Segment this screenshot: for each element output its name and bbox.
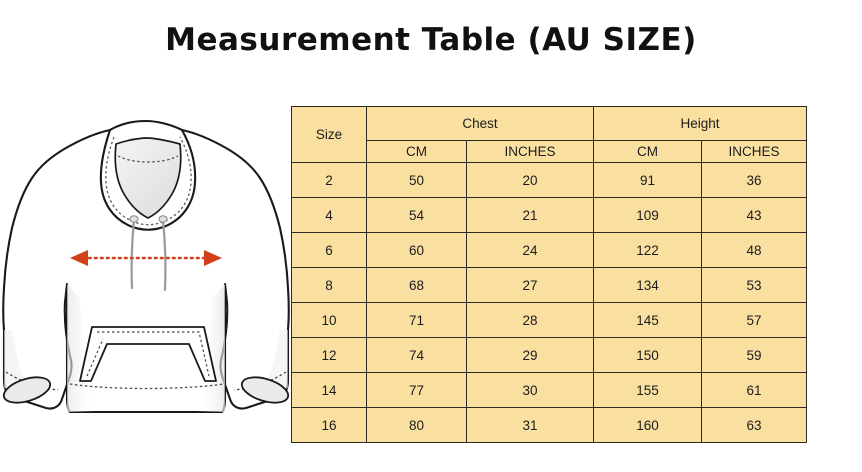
cell-height-inches: 43	[701, 197, 807, 233]
column-header-chest-cm: CM	[366, 140, 467, 163]
cell-height-cm: 122	[593, 232, 702, 268]
cell-height-inches: 48	[701, 232, 807, 268]
cell-chest-cm: 74	[366, 337, 467, 373]
table-row: 10 71 28 145 57	[291, 302, 807, 338]
cell-size: 14	[291, 372, 367, 408]
cell-chest-cm: 71	[366, 302, 467, 338]
cell-chest-inches: 30	[466, 372, 594, 408]
table-row: 16 80 31 160 63	[291, 407, 807, 443]
table-row: 4 54 21 109 43	[291, 197, 807, 233]
column-header-chest-inches: INCHES	[466, 140, 594, 163]
cell-height-inches: 63	[701, 407, 807, 443]
cell-height-cm: 91	[593, 162, 702, 198]
cell-chest-cm: 54	[366, 197, 467, 233]
table-body: 2 50 20 91 36 4 54 21 109 43 6 60 24 122 48 8 68 27 134 53 1…	[291, 162, 807, 443]
cell-chest-cm: 50	[366, 162, 467, 198]
cell-chest-inches: 20	[466, 162, 594, 198]
table-row: 12 74 29 150 59	[291, 337, 807, 373]
hood	[99, 119, 197, 231]
cell-height-cm: 109	[593, 197, 702, 233]
cell-size: 6	[291, 232, 367, 268]
cell-height-inches: 36	[701, 162, 807, 198]
cell-chest-inches: 27	[466, 267, 594, 303]
cell-height-cm: 150	[593, 337, 702, 373]
page-title: Measurement Table (AU SIZE)	[165, 22, 697, 58]
drawstrings	[129, 215, 168, 292]
cell-chest-cm: 80	[366, 407, 467, 443]
cell-chest-inches: 29	[466, 337, 594, 373]
cell-chest-inches: 21	[466, 197, 594, 233]
cell-chest-inches: 31	[466, 407, 594, 443]
cell-chest-cm: 60	[366, 232, 467, 268]
table-row: 14 77 30 155 61	[291, 372, 807, 408]
cell-height-cm: 145	[593, 302, 702, 338]
chest-width-arrow	[70, 250, 222, 266]
cell-chest-inches: 28	[466, 302, 594, 338]
table-unit-header-row: CM INCHES CM INCHES	[292, 140, 807, 163]
kangaroo-pocket	[79, 326, 217, 382]
cell-size: 12	[291, 337, 367, 373]
cell-height-inches: 61	[701, 372, 807, 408]
cell-size: 2	[291, 162, 367, 198]
column-header-height-inches: INCHES	[701, 140, 807, 163]
cell-chest-inches: 24	[466, 232, 594, 268]
table-head: Size Chest Height CM INCHES CM INCHES	[291, 106, 807, 163]
cell-height-cm: 155	[593, 372, 702, 408]
column-header-size: Size	[291, 106, 367, 163]
column-header-chest: Chest	[366, 106, 594, 141]
cell-size: 10	[291, 302, 367, 338]
cell-height-inches: 57	[701, 302, 807, 338]
table-row: 6 60 24 122 48	[291, 232, 807, 268]
column-header-height-cm: CM	[593, 140, 702, 163]
cell-size: 16	[291, 407, 367, 443]
cell-chest-cm: 77	[366, 372, 467, 408]
cell-height-cm: 160	[593, 407, 702, 443]
table-row: 2 50 20 91 36	[291, 162, 807, 198]
cell-height-cm: 134	[593, 267, 702, 303]
cell-size: 4	[291, 197, 367, 233]
table-group-header-row: Size Chest Height	[291, 106, 807, 163]
sleeve-cuffs	[2, 376, 290, 404]
cell-size: 8	[291, 267, 367, 303]
table-row: 8 68 27 134 53	[291, 267, 807, 303]
cell-height-inches: 53	[701, 267, 807, 303]
cell-height-inches: 59	[701, 337, 807, 373]
cell-chest-cm: 68	[366, 267, 467, 303]
column-header-height: Height	[593, 106, 807, 141]
hoodie-illustration	[0, 88, 290, 462]
